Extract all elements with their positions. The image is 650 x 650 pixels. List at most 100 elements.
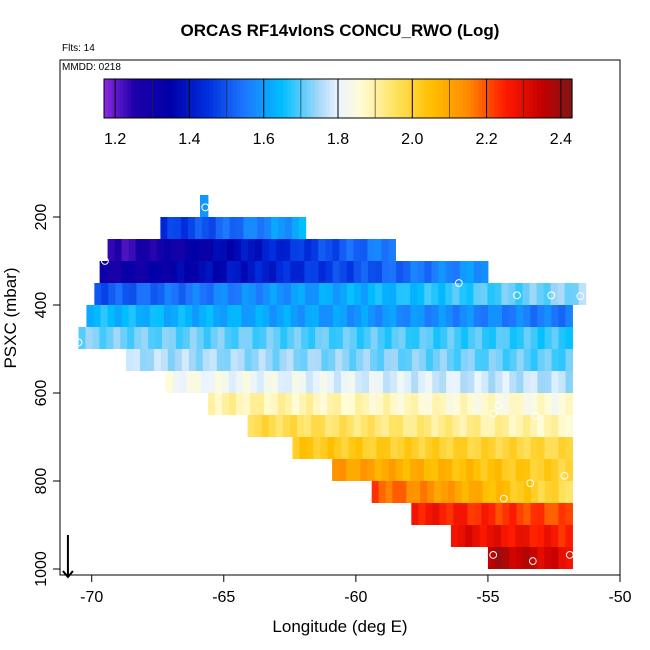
heatmap-cell (209, 349, 218, 371)
heatmap-cell (432, 349, 441, 371)
heatmap-cell (495, 327, 504, 349)
heatmap-cell (241, 283, 250, 305)
heatmap-cell (222, 217, 231, 239)
heatmap-cell (404, 393, 412, 415)
observation-point (499, 494, 508, 503)
heatmap-cell (276, 283, 285, 305)
colorbar-segment (392, 79, 398, 118)
heatmap-cell (375, 283, 383, 305)
heatmap-cell (99, 327, 107, 349)
heatmap-cell (256, 371, 265, 393)
heatmap-cell (168, 327, 177, 349)
x-axis-label: Longitude (deg E) (272, 617, 407, 636)
heatmap-cell (186, 371, 195, 393)
heatmap-cell (413, 481, 421, 503)
colorbar-segment (256, 79, 261, 118)
colorbar-segment (252, 79, 257, 118)
heatmap-cell (273, 327, 281, 349)
heatmap-cell (304, 261, 312, 283)
heatmap-cell (424, 415, 432, 437)
heatmap-cell (100, 305, 109, 327)
heatmap-cell (445, 305, 454, 327)
heatmap-cell (235, 393, 244, 415)
heatmap-cell (226, 239, 235, 261)
colorbar-segment (552, 79, 557, 118)
heatmap-cell (127, 261, 136, 283)
colorbar-segment (384, 79, 390, 118)
heatmap-cell (243, 217, 251, 239)
heatmap-cell (544, 349, 553, 371)
heatmap-cell (417, 305, 426, 327)
colorbar-segment (544, 79, 550, 118)
heatmap-cell (501, 415, 510, 437)
heatmap-cell (502, 327, 511, 349)
colorbar-segment (462, 79, 468, 118)
colorbar-segment (263, 79, 269, 118)
observation-points (74, 203, 585, 565)
heatmap-cell (236, 217, 244, 239)
heatmap-cell (160, 217, 168, 239)
heatmap-cell (551, 459, 559, 481)
y-tick-label: 200 (33, 204, 50, 231)
heatmap-cell (299, 437, 307, 459)
heatmap-cell (459, 415, 467, 437)
heatmap-cell (114, 239, 123, 261)
heatmap-cell (363, 327, 372, 349)
heatmap-cell (356, 349, 364, 371)
heatmap-cell (163, 239, 172, 261)
heatmap-cell (404, 437, 412, 459)
colorbar-segment (115, 79, 121, 118)
heatmap-cell (396, 283, 404, 305)
heatmap-cell (207, 371, 216, 393)
heatmap-cell (479, 525, 488, 547)
heatmap-cell (290, 305, 299, 327)
heatmap-cell (170, 261, 178, 283)
heatmap-cell (523, 437, 531, 459)
heatmap-cell (565, 525, 573, 547)
observation-point (531, 411, 540, 420)
colorbar-segment (291, 79, 296, 118)
heatmap-cell (544, 305, 552, 327)
heatmap-cell (313, 437, 321, 459)
heatmap-cell (220, 305, 228, 327)
heatmap-cell (410, 415, 418, 437)
heatmap-cell (551, 371, 559, 393)
heatmap-cell (250, 217, 258, 239)
observation-point (528, 557, 537, 565)
heatmap-cell (161, 327, 170, 349)
heatmap-cell (174, 217, 182, 239)
heatmap-cell (412, 349, 420, 371)
heatmap-cell (432, 393, 440, 415)
heatmap-cell (348, 437, 356, 459)
colorbar-segment (486, 79, 491, 118)
colorbar-segment (525, 79, 530, 118)
colorbar-segment (322, 79, 327, 118)
heatmap-cell (460, 437, 468, 459)
heatmap-cell (565, 503, 573, 525)
heatmap-cell (332, 283, 341, 305)
heatmap-cell (341, 371, 349, 393)
heatmap-cell (384, 349, 392, 371)
heatmap-cell (509, 371, 517, 393)
heatmap-cell (275, 415, 284, 437)
heatmap-cell (537, 393, 545, 415)
heatmap-cell (335, 349, 343, 371)
heatmap-cell (558, 547, 566, 569)
heatmap-cell (453, 371, 461, 393)
heatmap-cell (167, 217, 175, 239)
heatmap-cell (191, 239, 200, 261)
heatmap-cell (233, 239, 242, 261)
colorbar-segment (345, 79, 351, 118)
heatmap-cell (432, 371, 440, 393)
heatmap-cell (487, 459, 496, 481)
heatmap-cell (502, 371, 510, 393)
heatmap-cell (284, 371, 293, 393)
heatmap-cell (433, 327, 441, 349)
heatmap-cell (149, 305, 158, 327)
heatmap-cell (188, 349, 197, 371)
heatmap-cell (416, 459, 425, 481)
heatmap-cell (460, 393, 468, 415)
colorbar-segment (267, 79, 273, 118)
heatmap-cell (249, 371, 258, 393)
